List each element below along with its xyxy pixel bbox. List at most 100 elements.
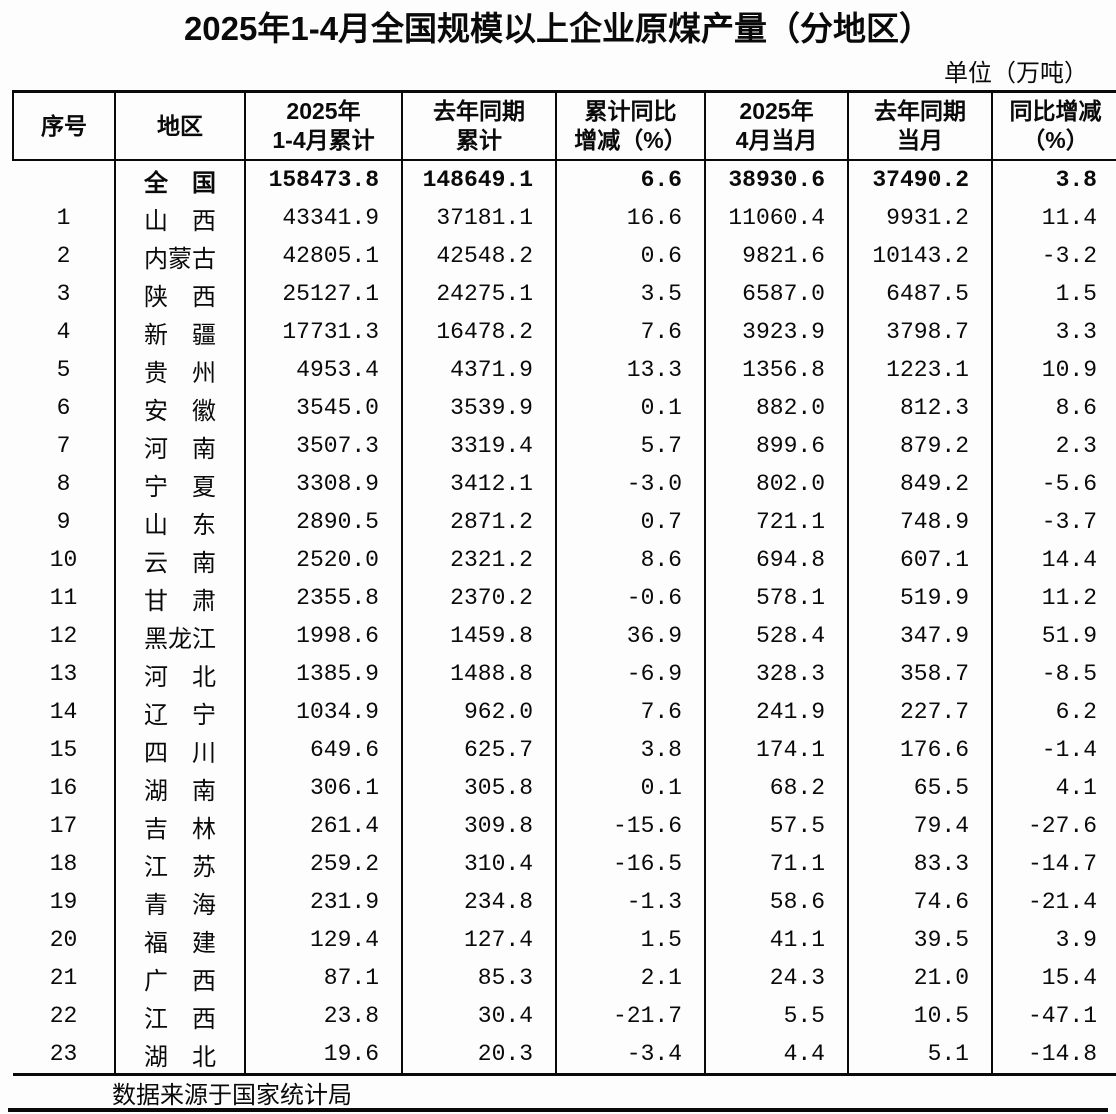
- cell-c3: -0.6: [555, 579, 705, 617]
- cell-c6: -14.8: [991, 1035, 1116, 1076]
- cell-c2: 309.8: [401, 807, 556, 845]
- cell-region: 全 国: [114, 160, 245, 199]
- cell-idx: 6: [56, 395, 71, 421]
- cell-c1: 43341.9: [244, 199, 402, 237]
- cell-c5: 849.2: [847, 465, 992, 503]
- cell-idx: 19: [49, 889, 78, 915]
- table-body: 全 国 158473.8 148649.1 6.6 38930.6 37490.2 3.8 1…: [13, 160, 1116, 1076]
- cell-idx: 10: [49, 547, 78, 573]
- cell-c6: 14.4: [991, 541, 1116, 579]
- cell-idx: 8: [56, 471, 71, 497]
- cell-region: 江 西: [114, 997, 245, 1035]
- cell-c4: 578.1: [704, 579, 848, 617]
- cell-c1: 19.6: [244, 1035, 402, 1076]
- cell-c1: 306.1: [244, 769, 402, 807]
- cell-region: 陕 西: [114, 275, 245, 313]
- header-line: 地区: [157, 112, 203, 139]
- cell-region: 河 南: [114, 427, 245, 465]
- cell-region: 河 北: [114, 655, 245, 693]
- cell-c5: 9931.2: [847, 199, 992, 237]
- header-cell-c2: 去年同期 累计: [401, 90, 556, 161]
- cell-idx: 18: [49, 851, 78, 877]
- cell-c5: 347.9: [847, 617, 992, 655]
- page-title: 2025年1-4月全国规模以上企业原煤产量（分地区）: [183, 10, 933, 47]
- header-row: 序号 地区 2025年 1-4月累计 去年同期 累计 累计同比 增减（%） 2025年 4月当月去…: [12, 90, 1116, 161]
- cell-c3: 2.1: [555, 959, 705, 997]
- cell-idx: 16: [49, 775, 78, 801]
- cell-c5: 3798.7: [847, 313, 992, 351]
- header-cell-c3: 累计同比 增减（%）: [555, 90, 705, 161]
- cell-region: 湖 南: [114, 769, 245, 807]
- cell-c2: 42548.2: [401, 237, 556, 275]
- table-row: 21 广 西 87.1 85.3 2.1 24.3 21.0 15.4: [13, 959, 1116, 997]
- cell-c5: 65.5: [847, 769, 992, 807]
- cell-c4: 802.0: [704, 465, 848, 503]
- cell-c1: 42805.1: [244, 237, 402, 275]
- cell-c3: -16.5: [555, 845, 705, 883]
- unit-label: 单位（万吨）: [944, 60, 1088, 87]
- cell-c1: 23.8: [244, 997, 402, 1035]
- cell-region: 宁 夏: [114, 465, 245, 503]
- cell-c3: 0.1: [555, 389, 705, 427]
- table-row: 22 江 西 23.8 30.4 -21.7 5.5 10.5 -47.1: [13, 997, 1116, 1035]
- cell-c6: -47.1: [991, 997, 1116, 1035]
- cell-region: 山 西: [114, 199, 245, 237]
- cell-region: 云 南: [114, 541, 245, 579]
- table-row: 6 安 徽 3545.0 3539.9 0.1 882.0 812.3 8.6: [13, 389, 1116, 427]
- cell-region: 湖 北: [114, 1035, 245, 1076]
- cell-c3: 3.8: [555, 731, 705, 769]
- cell-c2: 962.0: [401, 693, 556, 731]
- cell-c5: 227.7: [847, 693, 992, 731]
- cell-c5: 812.3: [847, 389, 992, 427]
- cell-c3: 5.7: [555, 427, 705, 465]
- cell-c5: 6487.5: [847, 275, 992, 313]
- cell-c6: 3.8: [991, 160, 1116, 199]
- cell-c6: -1.4: [991, 731, 1116, 769]
- cell-c3: 8.6: [555, 541, 705, 579]
- cell-c4: 68.2: [704, 769, 848, 807]
- cell-idx: 13: [49, 661, 78, 687]
- header-cell-c4: 2025年 4月当月: [704, 90, 848, 161]
- coal-production-table: 序号 地区 2025年 1-4月累计 去年同期 累计 累计同比 增减（%） 2025年 4月当月去…: [12, 90, 1116, 1076]
- header-line: （%）: [1022, 127, 1089, 153]
- cell-c6: 11.4: [991, 199, 1116, 237]
- cell-c1: 259.2: [244, 845, 402, 883]
- cell-c1: 17731.3: [244, 313, 402, 351]
- cell-c5: 607.1: [847, 541, 992, 579]
- table-row: 1 山 西 43341.9 37181.1 16.6 11060.4 9931.2 11.4: [13, 199, 1116, 237]
- header-cell-c1: 2025年 1-4月累计: [244, 90, 402, 161]
- header-line: 累计同比: [584, 98, 677, 124]
- cell-c1: 2890.5: [244, 503, 402, 541]
- cell-idx: 21: [49, 965, 78, 991]
- cell-c4: 882.0: [704, 389, 848, 427]
- cell-c3: 13.3: [555, 351, 705, 389]
- cell-c3: 0.6: [555, 237, 705, 275]
- cell-c4: 528.4: [704, 617, 848, 655]
- cell-c5: 176.6: [847, 731, 992, 769]
- cell-c3: -6.9: [555, 655, 705, 693]
- cell-c3: 0.7: [555, 503, 705, 541]
- table-row: 9 山 东 2890.5 2871.2 0.7 721.1 748.9 -3.7: [13, 503, 1116, 541]
- cell-c6: -5.6: [991, 465, 1116, 503]
- cell-c2: 30.4: [401, 997, 556, 1035]
- cell-c2: 305.8: [401, 769, 556, 807]
- source-note: 数据来源于国家统计局: [112, 1082, 352, 1109]
- cell-c5: 10143.2: [847, 237, 992, 275]
- cell-c6: 1.5: [991, 275, 1116, 313]
- header-line: 当月: [897, 127, 943, 153]
- cell-c2: 20.3: [401, 1035, 556, 1076]
- cell-c2: 3412.1: [401, 465, 556, 503]
- cell-c3: 7.6: [555, 693, 705, 731]
- table-row: 7 河 南 3507.3 3319.4 5.7 899.6 879.2 2.3: [13, 427, 1116, 465]
- table-row: 11 甘 肃 2355.8 2370.2 -0.6 578.1 519.9 11.2: [13, 579, 1116, 617]
- header-cell-c6: 同比增减 （%）: [991, 90, 1116, 161]
- cell-c2: 148649.1: [401, 160, 556, 199]
- cell-c2: 1459.8: [401, 617, 556, 655]
- cell-c2: 2321.2: [401, 541, 556, 579]
- cell-c3: 6.6: [555, 160, 705, 199]
- table-row: 3 陕 西 25127.1 24275.1 3.5 6587.0 6487.5 1.5: [13, 275, 1116, 313]
- cell-c4: 3923.9: [704, 313, 848, 351]
- cell-c4: 38930.6: [704, 160, 848, 199]
- cell-c4: 174.1: [704, 731, 848, 769]
